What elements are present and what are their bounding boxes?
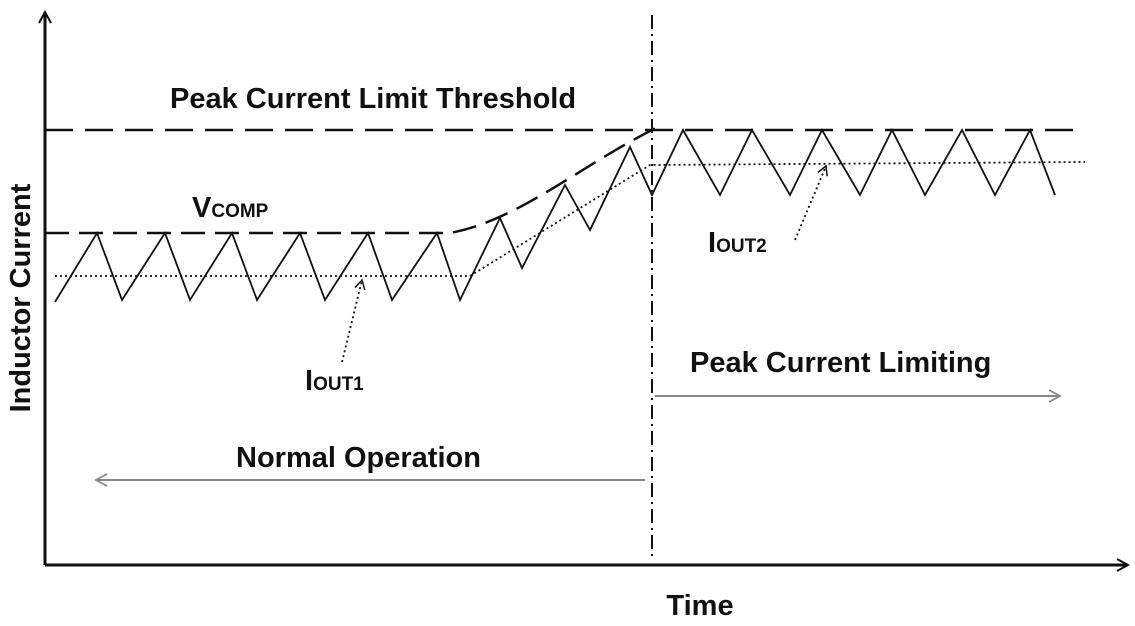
- inductor-waveform: [54, 127, 1056, 303]
- y-axis-label: Inductor Current: [5, 183, 37, 412]
- iout1-sub: OUT1: [313, 374, 364, 395]
- iout2-sub: OUT2: [716, 236, 767, 257]
- vcomp-line: [45, 123, 663, 235]
- vcomp-sub: COMP: [211, 201, 268, 222]
- x-axis-label: Time: [666, 590, 733, 622]
- normal-label: Normal Operation: [236, 442, 481, 474]
- iout1-main: I: [305, 365, 313, 397]
- vcomp-main: V: [192, 192, 212, 224]
- iout2-pointer: [794, 164, 828, 241]
- threshold-label: Peak Current Limit Threshold: [170, 83, 576, 115]
- limiting-label: Peak Current Limiting: [690, 347, 991, 379]
- iout1-pointer: [341, 278, 366, 363]
- iout2-main: I: [708, 227, 716, 259]
- iout1-label: IOUT1: [305, 365, 364, 397]
- iout2-label: IOUT2: [708, 227, 767, 259]
- vcomp-label: VCOMP: [192, 192, 269, 224]
- average-current: [55, 161, 1086, 277]
